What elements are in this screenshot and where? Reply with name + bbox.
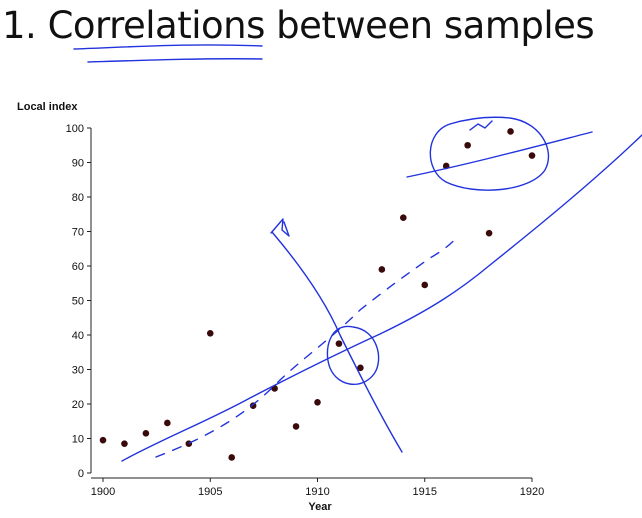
y-tick-label: 50 — [72, 296, 84, 308]
data-point — [142, 430, 150, 437]
data-point — [485, 229, 493, 237]
data-point — [164, 419, 171, 427]
y-tick-label: 10 — [72, 434, 84, 446]
x-tick-label: 1910 — [305, 486, 329, 498]
y-tick-label: 40 — [72, 330, 84, 342]
data-point — [400, 214, 407, 221]
y-tick-label: 30 — [72, 365, 84, 377]
axis-ticks: 0 10 20 30 40 50 60 70 80 90 100 1900 1905 1910 1915 19… — [66, 123, 545, 498]
dashed-trend-annotation — [155, 235, 459, 458]
chart-axes — [90, 128, 532, 479]
data-point — [357, 364, 364, 372]
data-point — [464, 141, 471, 149]
data-point — [121, 440, 128, 447]
data-point — [99, 436, 107, 444]
outlier-circle-annotation — [326, 325, 380, 386]
data-point — [206, 329, 214, 337]
arrow-scribble-annotation — [270, 218, 290, 237]
data-point — [292, 423, 300, 430]
y-tick-label: 20 — [72, 399, 84, 411]
title-underline-stroke — [73, 44, 263, 50]
title-underline-stroke — [87, 58, 263, 63]
x-tick-label: 1915 — [413, 486, 437, 498]
x-tick-label: 1900 — [91, 486, 115, 498]
cluster-scribble-annotation — [469, 120, 493, 131]
data-point — [228, 454, 235, 461]
data-point — [185, 440, 193, 447]
y-axis-label: Local index — [17, 101, 78, 113]
regression-curve-annotation — [121, 134, 642, 462]
y-tick-label: 70 — [72, 227, 84, 239]
data-point — [378, 266, 386, 273]
data-point — [335, 340, 343, 347]
data-point — [421, 281, 429, 289]
data-points — [99, 128, 536, 461]
data-point — [314, 398, 321, 406]
x-tick-label: 1920 — [520, 486, 544, 498]
y-tick-label: 0 — [78, 468, 84, 480]
handwritten-annotations — [73, 44, 642, 462]
x-axis-label: Year — [308, 501, 332, 513]
data-point — [507, 128, 514, 135]
cluster-fit-line-annotation — [406, 131, 593, 178]
y-tick-label: 80 — [72, 192, 84, 204]
x-tick-label: 1905 — [198, 486, 222, 498]
slide-title: 1. Correlations between samples — [2, 4, 595, 47]
y-tick-label: 100 — [66, 123, 84, 135]
crossing-line-annotation — [271, 231, 403, 453]
y-tick-label: 90 — [72, 158, 84, 170]
y-tick-label: 60 — [72, 261, 84, 273]
cluster-circle-annotation — [429, 116, 550, 191]
data-point — [528, 152, 536, 159]
